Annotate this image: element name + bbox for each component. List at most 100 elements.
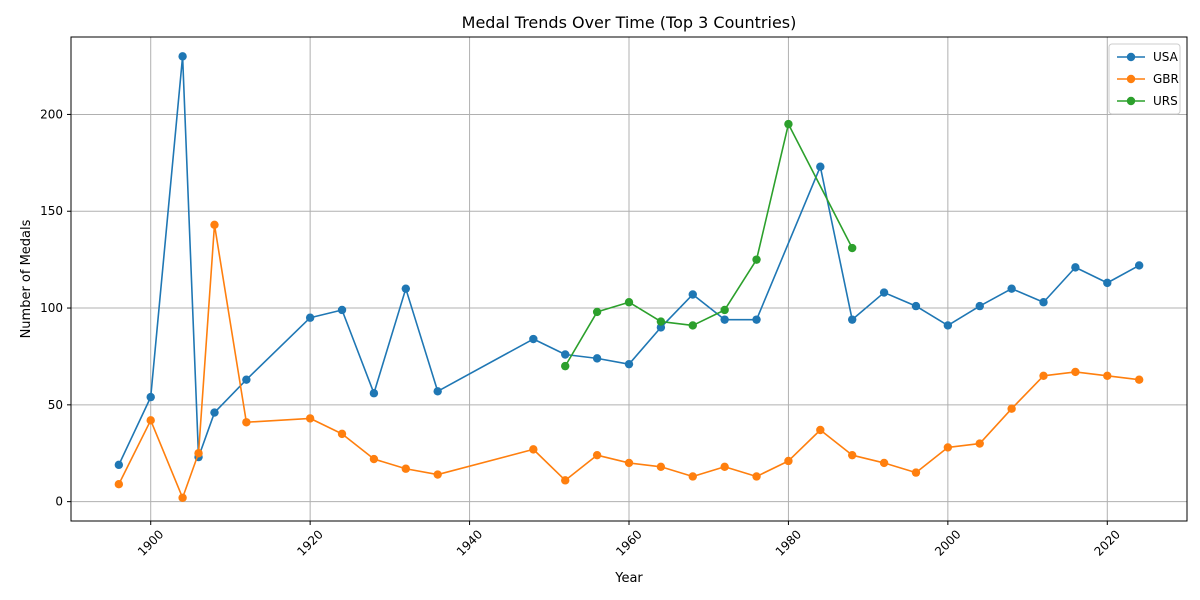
data-point-gbr <box>624 458 634 468</box>
data-point-usa <box>337 305 347 315</box>
x-tick-label: 1940 <box>454 527 485 558</box>
data-point-gbr <box>433 470 442 479</box>
data-point-usa <box>1134 261 1144 270</box>
x-tick-label: 1900 <box>135 527 166 558</box>
x-tick-label: 2020 <box>1092 527 1123 558</box>
data-point-usa <box>656 323 666 332</box>
legend-label: URS <box>1153 94 1178 108</box>
data-point-gbr <box>1039 371 1048 380</box>
legend: USA GBR URS <box>1108 43 1181 115</box>
data-point-gbr <box>1134 375 1144 384</box>
y-axis-label: Number of Medals <box>19 219 34 338</box>
data-point-urs <box>561 361 570 371</box>
grid <box>71 37 1187 521</box>
y-tick-label: 100 <box>40 301 63 315</box>
data-point-gbr <box>848 450 857 460</box>
data-point-urs <box>624 298 634 307</box>
data-point-gbr <box>975 439 984 448</box>
data-point-usa <box>210 408 219 417</box>
legend-swatch-marker <box>1126 96 1136 106</box>
data-point-usa <box>1103 278 1112 288</box>
data-point-usa <box>114 460 124 470</box>
legend-label: USA <box>1153 50 1179 64</box>
data-point-usa <box>433 387 442 396</box>
data-point-gbr <box>656 462 666 471</box>
data-point-gbr <box>242 418 251 427</box>
data-point-gbr <box>784 456 793 466</box>
legend-swatch-marker <box>1126 52 1136 62</box>
data-point-urs <box>656 317 666 326</box>
data-point-gbr <box>529 445 538 454</box>
ticks: 1900 1920 1940 1960 1980 2000 2020 0 50 100 150 200 <box>40 107 1123 558</box>
data-point-usa <box>943 321 953 330</box>
series-line-urs <box>564 123 853 367</box>
y-tick-label: 50 <box>48 398 63 412</box>
x-tick-label: 1980 <box>773 527 804 558</box>
data-point-gbr <box>1007 404 1016 413</box>
data-point-gbr <box>210 220 219 229</box>
data-point-gbr <box>194 449 203 458</box>
data-point-usa <box>879 288 889 297</box>
data-point-gbr <box>816 425 825 435</box>
data-point-gbr <box>114 480 124 489</box>
legend-item-usa: USA <box>1117 50 1179 64</box>
x-tick-label: 1920 <box>294 527 325 558</box>
data-point-gbr <box>401 464 410 473</box>
data-point-usa <box>720 315 729 324</box>
data-point-urs <box>752 255 761 264</box>
data-point-usa <box>369 389 379 398</box>
data-point-usa <box>752 315 761 324</box>
data-point-gbr <box>146 416 155 425</box>
data-point-urs <box>848 243 857 253</box>
data-point-gbr <box>369 454 379 464</box>
legend-label: GBR <box>1153 72 1179 86</box>
legend-swatch-marker <box>1126 74 1136 84</box>
data-point-gbr <box>688 472 697 481</box>
series-urs <box>561 119 857 371</box>
data-point-usa <box>848 315 857 324</box>
data-point-usa <box>146 392 155 402</box>
data-point-gbr <box>561 476 570 485</box>
data-point-gbr <box>752 472 761 481</box>
x-tick-label: 2000 <box>932 527 963 558</box>
data-point-urs <box>592 307 602 317</box>
data-point-gbr <box>592 450 602 460</box>
data-point-gbr <box>879 458 889 468</box>
data-point-urs <box>720 305 729 315</box>
data-point-gbr <box>1103 371 1112 380</box>
y-tick-label: 150 <box>40 204 63 218</box>
data-point-usa <box>1039 298 1048 307</box>
data-point-usa <box>305 313 315 322</box>
data-point-gbr <box>178 493 187 502</box>
chart-title: Medal Trends Over Time (Top 3 Countries) <box>462 13 797 32</box>
x-axis-label: Year <box>614 571 643 586</box>
data-point-usa <box>911 301 921 311</box>
series-gbr <box>114 220 1144 502</box>
y-tick-label: 0 <box>55 495 63 509</box>
data-point-usa <box>624 359 634 369</box>
data-point-gbr <box>305 414 315 423</box>
data-point-urs <box>688 321 697 330</box>
data-point-usa <box>1007 284 1016 293</box>
data-point-gbr <box>720 462 729 471</box>
legend-item-urs: URS <box>1117 94 1178 108</box>
data-point-usa <box>975 301 984 311</box>
data-point-usa <box>178 52 187 61</box>
x-tick-label: 1960 <box>613 527 644 558</box>
series-layer <box>114 52 1144 502</box>
data-point-usa <box>688 290 697 299</box>
data-point-usa <box>592 354 602 363</box>
data-point-usa <box>401 284 410 293</box>
data-point-usa <box>529 334 538 344</box>
data-point-gbr <box>1071 367 1080 377</box>
data-point-gbr <box>943 443 953 452</box>
data-point-urs <box>784 119 793 129</box>
data-point-gbr <box>337 429 347 439</box>
data-point-usa <box>1071 263 1080 272</box>
y-tick-label: 200 <box>40 107 63 121</box>
data-point-usa <box>561 350 570 359</box>
legend-item-gbr: GBR <box>1117 72 1179 86</box>
data-point-gbr <box>911 468 921 477</box>
data-point-usa <box>816 162 825 171</box>
